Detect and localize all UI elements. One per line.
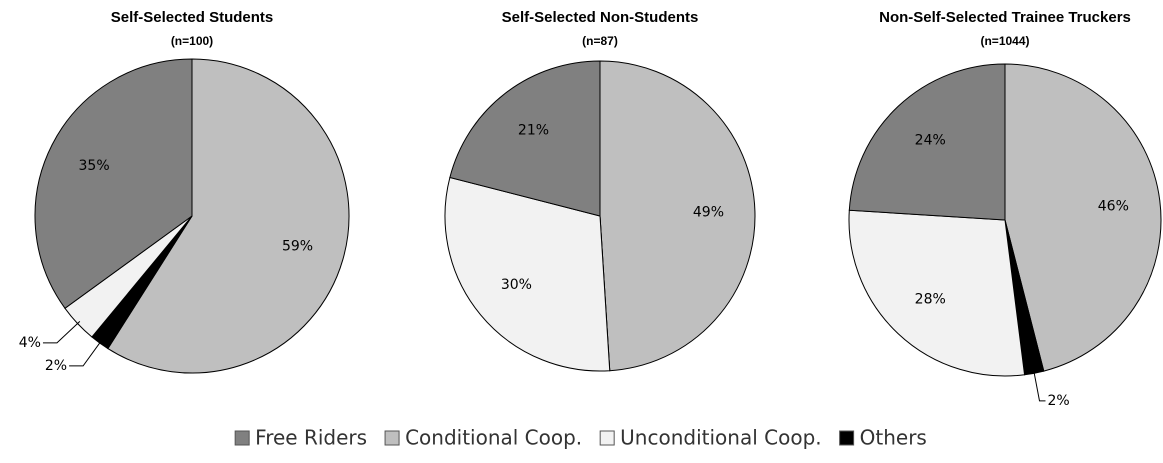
chart-title: Self-Selected Non-Students bbox=[502, 9, 699, 26]
data-label: 2% bbox=[45, 358, 67, 374]
data-label: 59% bbox=[282, 239, 313, 255]
chart-subtitle: (n=1044) bbox=[980, 34, 1029, 48]
pie-slice bbox=[449, 60, 601, 217]
data-label: 30% bbox=[501, 277, 532, 293]
legend-label: Conditional Coop. bbox=[405, 426, 582, 450]
chart-title: Self-Selected Students bbox=[111, 9, 274, 26]
data-label: 2% bbox=[1047, 393, 1069, 409]
legend-label: Unconditional Coop. bbox=[620, 426, 821, 450]
pie-slice bbox=[1004, 63, 1162, 372]
data-label: 24% bbox=[915, 132, 946, 148]
data-label: 4% bbox=[19, 335, 41, 351]
chart-subtitle: (n=87) bbox=[582, 34, 618, 48]
leader-line bbox=[1033, 370, 1046, 402]
chart-subtitle: (n=100) bbox=[171, 34, 213, 48]
data-label: 49% bbox=[693, 205, 724, 221]
pie-slice bbox=[848, 63, 1006, 221]
leader-line bbox=[69, 340, 102, 367]
data-label: 46% bbox=[1098, 198, 1129, 214]
legend-label: Others bbox=[860, 426, 927, 450]
legend: Free Riders Conditional Coop. Unconditiona… bbox=[234, 426, 927, 450]
legend-swatch bbox=[234, 430, 250, 446]
pie-slice bbox=[848, 209, 1026, 377]
data-label: 21% bbox=[518, 122, 549, 138]
leader-line bbox=[42, 320, 81, 344]
legend-label: Free Riders bbox=[255, 426, 367, 450]
pie-slice bbox=[34, 58, 193, 309]
legend-swatch bbox=[599, 430, 615, 446]
pie-slice bbox=[107, 58, 350, 374]
data-label: 35% bbox=[79, 158, 110, 174]
legend-swatch bbox=[384, 430, 400, 446]
legend-swatch bbox=[839, 430, 855, 446]
data-label: 28% bbox=[915, 292, 946, 308]
chart-title: Non-Self-Selected Trainee Truckers bbox=[879, 9, 1131, 26]
pie-slice bbox=[599, 60, 756, 372]
pie-slice bbox=[444, 176, 611, 372]
